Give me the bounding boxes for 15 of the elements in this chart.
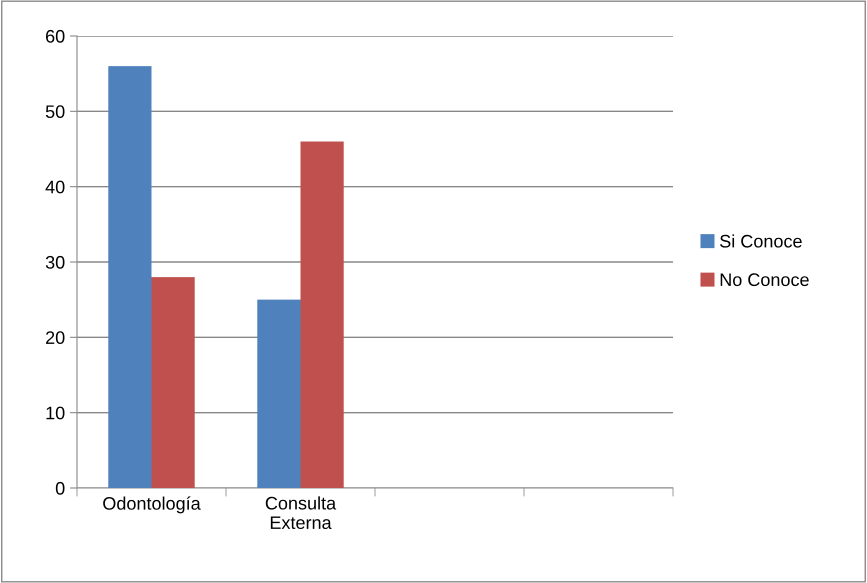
y-tick-label: 20: [46, 331, 64, 344]
y-tick-label: 50: [46, 105, 64, 118]
bar: [257, 300, 300, 488]
bar: [108, 66, 152, 488]
x-tick-label: Consulta Externa: [266, 496, 336, 530]
legend-label: Si Conoce: [720, 234, 802, 248]
y-tick-label: 30: [46, 256, 64, 269]
bar: [300, 141, 344, 488]
y-tick-label: 40: [46, 180, 64, 194]
x-tick-label: Odontología: [103, 496, 201, 514]
bar: [152, 277, 195, 488]
y-tick-label: 0: [56, 482, 64, 495]
y-tick-label: 60: [46, 30, 64, 43]
legend-label: No Conoce: [720, 273, 809, 286]
y-tick-label: 10: [46, 406, 64, 420]
